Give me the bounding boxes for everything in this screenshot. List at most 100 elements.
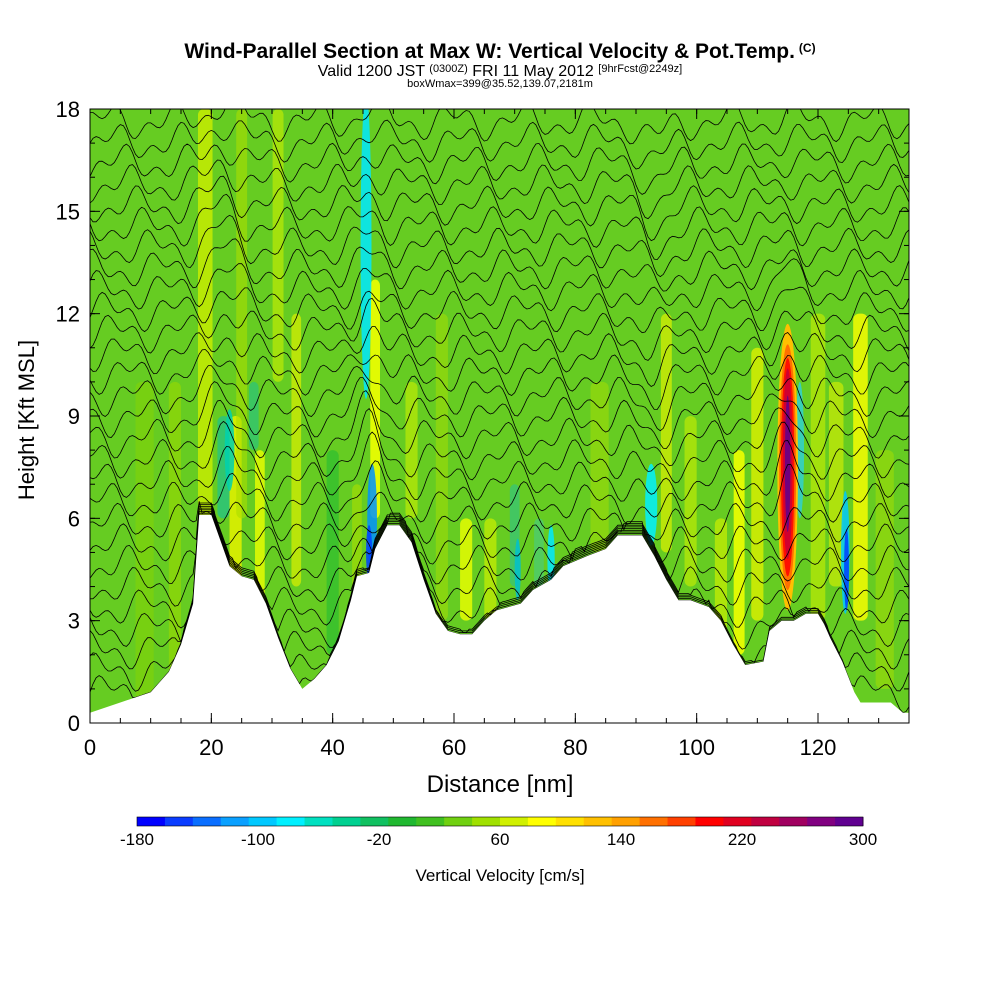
field-band (197, 109, 213, 553)
x-tick-label: 0 (84, 735, 96, 760)
theta-contour (90, 460, 909, 525)
y-axis-label: Height [Kft MSL] (14, 340, 39, 500)
colorbar-swatch (667, 817, 696, 826)
colorbar-swatch (276, 817, 306, 826)
colorbar-frame (136, 816, 864, 827)
copyright-mark: (C) (798, 41, 816, 55)
field-band (248, 381, 259, 451)
x-tick-label: 80 (563, 735, 587, 760)
theta-contour (90, 175, 909, 242)
colorbar-swatch (164, 817, 194, 826)
field-band (534, 518, 544, 587)
field-band (168, 381, 181, 689)
theta-contours (90, 109, 909, 714)
y-tick-label: 3 (68, 609, 80, 634)
theta-contour (90, 159, 909, 220)
colorbar-swatch (360, 817, 389, 826)
y-tick-label: 18 (56, 97, 80, 122)
theta-contour (90, 286, 909, 334)
theta-contour (90, 512, 909, 692)
chart-subtitle-2: boxWmax=399@35.52,139.07,2181m (407, 78, 593, 90)
field-band (405, 381, 418, 519)
colorbar-swatch (835, 817, 864, 826)
colorbar-swatch (472, 817, 501, 826)
field-band (484, 518, 497, 621)
x-tick-label: 40 (320, 735, 344, 760)
y-tick-label: 9 (68, 404, 80, 429)
colorbar-swatch (807, 817, 836, 826)
colorbar-swatch (304, 817, 333, 826)
colorbar-tick-label: -100 (241, 830, 275, 849)
colorbar-tick-label: 220 (728, 830, 756, 849)
x-tick-label: 120 (800, 735, 837, 760)
field-band (660, 313, 672, 553)
x-tick-label: 60 (442, 735, 466, 760)
field-band (236, 109, 248, 519)
colorbar-tick-label: -20 (367, 830, 392, 849)
theta-contour (90, 507, 909, 629)
theta-contour (90, 365, 909, 432)
downdraft-core (224, 409, 235, 492)
downdraft-core (844, 528, 849, 611)
colorbar-swatch (137, 817, 166, 826)
field-band (326, 450, 339, 655)
theta-contour (90, 214, 909, 278)
y-tick-label: 15 (56, 199, 80, 224)
y-tick-label: 0 (68, 711, 80, 736)
colorbar-swatch (527, 817, 557, 826)
x-axis: 0 20 40 60 80 100 120 (84, 109, 910, 760)
field-band (435, 313, 448, 621)
colorbar-swatch (500, 817, 529, 826)
theta-contour (90, 504, 909, 585)
theta-contour (90, 258, 909, 312)
theta-contour (90, 326, 909, 387)
colorbar-swatch (332, 817, 361, 826)
colorbar-swatch (751, 817, 780, 826)
theta-contour (90, 142, 909, 195)
chart-subtitle: Valid 1200 JST (0300Z) FRI 11 May 2012 [… (317, 63, 683, 80)
terrain (90, 514, 909, 723)
field-band (291, 313, 302, 587)
colorbar-swatch (695, 817, 724, 826)
colorbar-label: Vertical Velocity [cm/s] (415, 866, 584, 885)
x-tick-label: 20 (199, 735, 223, 760)
theta-contour (90, 390, 909, 467)
y-tick-label: 6 (68, 506, 80, 531)
colorbar-swatch (639, 817, 669, 826)
field-band (810, 313, 826, 621)
downdraft-core (360, 109, 372, 399)
colorbar-tick-label: 300 (849, 830, 877, 849)
y-tick-label: 12 (56, 302, 80, 327)
theta-contour (90, 109, 909, 145)
field-band (853, 313, 868, 621)
field-band (272, 109, 284, 382)
colorbar-swatch (555, 817, 585, 826)
theta-contour (90, 408, 909, 484)
colorbar-swatch (220, 817, 250, 826)
field-band (751, 347, 764, 621)
downdraft-core (645, 463, 658, 546)
theta-contour (90, 506, 909, 607)
colorbar-tick-label: 60 (491, 830, 510, 849)
theta-contour (90, 297, 909, 361)
theta-contour (90, 193, 909, 261)
field-band (460, 518, 473, 621)
colorbar-swatch (444, 817, 473, 826)
colorbar-swatch (248, 817, 278, 826)
colorbar-swatch (583, 817, 613, 826)
theta-contour (90, 491, 909, 545)
colorbar-swatch (611, 817, 641, 826)
field-band (135, 381, 154, 723)
colorbar-swatch (779, 817, 808, 826)
colorbar-tick-label: 140 (607, 830, 635, 849)
theta-contour (90, 238, 909, 292)
colorbar-swatch (723, 817, 752, 826)
downdraft-core (514, 538, 521, 601)
colorbar-tick-label: -180 (120, 830, 154, 849)
x-tick-label: 100 (678, 735, 715, 760)
colorbar-swatch (192, 817, 222, 826)
chart-title: Wind-Parallel Section at Max W: Vertical… (184, 40, 816, 63)
field-band (590, 381, 609, 553)
y-axis: 0 3 6 9 12 15 18 (56, 97, 909, 736)
